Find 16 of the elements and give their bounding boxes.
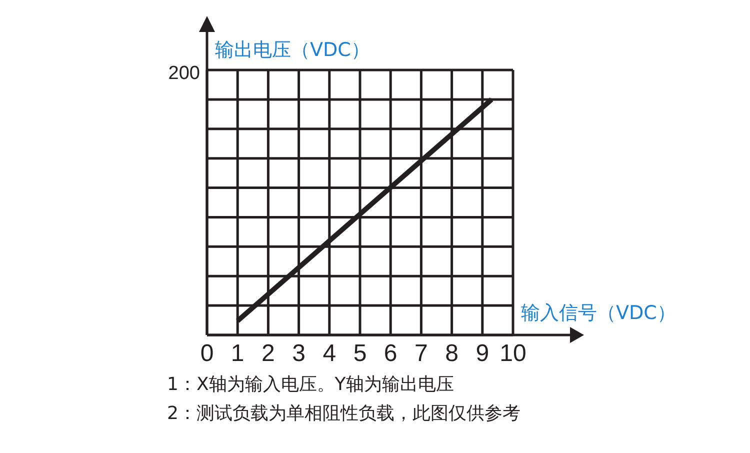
text: 1：X轴为输入电压。Y轴为输出电压 bbox=[167, 374, 454, 395]
x-tick-label: 2 bbox=[262, 340, 275, 367]
x-tick-label: 4 bbox=[322, 340, 336, 367]
x-tick-label: 0 bbox=[200, 340, 214, 367]
x-axis-title: 输入信号（VDC） bbox=[521, 302, 676, 324]
x-tick-label: 10 bbox=[500, 340, 526, 367]
text: 200 bbox=[168, 63, 200, 84]
y-axis-title: 输出电压（VDC） bbox=[215, 39, 370, 61]
x-tick-label: 8 bbox=[445, 340, 458, 367]
x-tick-label: 7 bbox=[414, 340, 428, 367]
text: 2：测试负载为单相阻性负载，此图仅供参考 bbox=[167, 403, 520, 424]
x-tick-label: 6 bbox=[384, 340, 398, 367]
x-tick-label: 9 bbox=[476, 340, 490, 367]
x-tick-label: 5 bbox=[353, 340, 367, 367]
x-tick-label: 1 bbox=[230, 340, 244, 367]
x-tick-label: 3 bbox=[292, 340, 306, 367]
